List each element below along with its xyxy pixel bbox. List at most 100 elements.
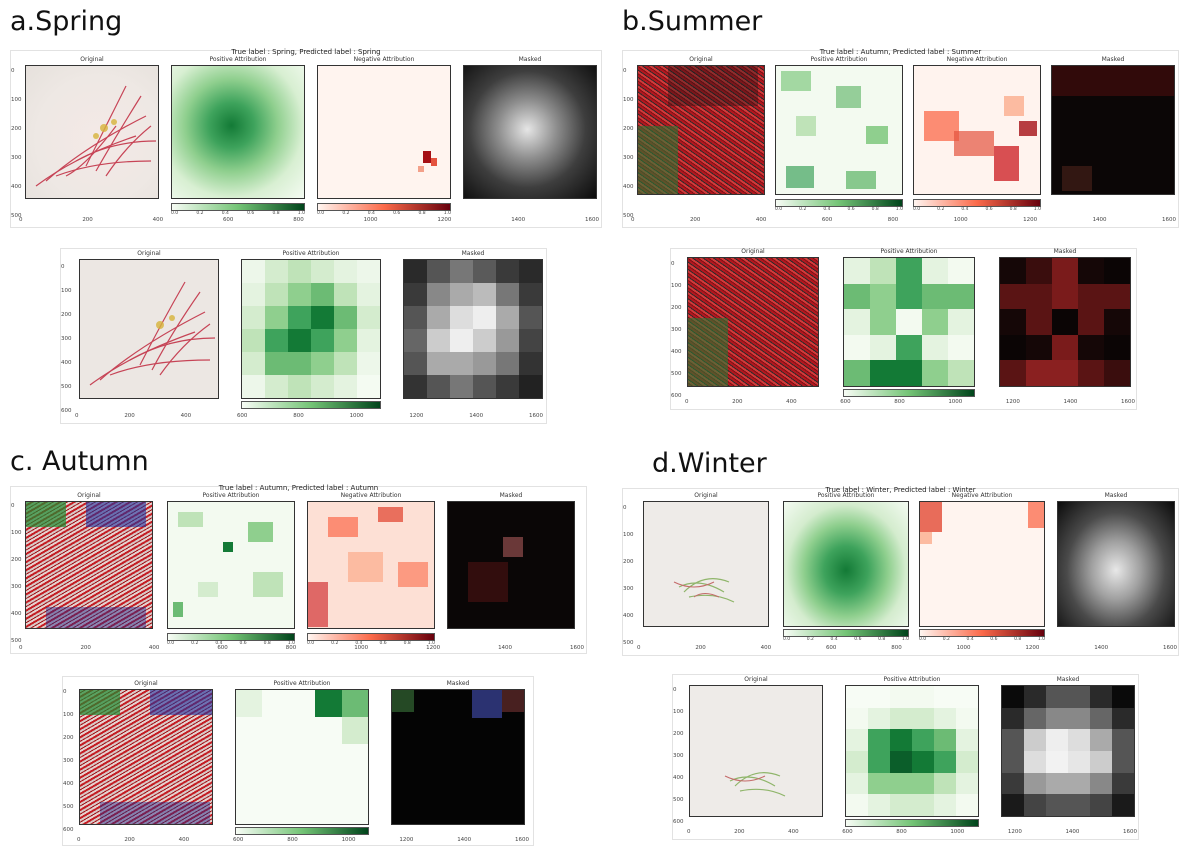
positive-attribution-panel: Positive Attribution [783,492,909,627]
spring-bottom-figure: 0 100 200 300 400 500 600 Original Positive At… [60,248,547,424]
positive-attribution-panel: Positive Attribution [241,250,381,399]
original-panel: Original [689,676,823,817]
original-panel: Original [79,680,213,825]
panel-label: Masked [518,56,542,63]
colorbar-ticks: 0.0 0.2 0.4 0.6 0.8 1.0 [167,641,295,646]
summer-bottom-figure: 0 100 200 300 400 500 600 Original Positive At… [670,248,1137,410]
negative-attribution-panel: Negative Attribution [913,56,1041,195]
winter-top-figure: True label : Winter, Predicted label : W… [622,486,1179,656]
original-panel: Original [687,248,819,387]
colorbar-ticks: 0.0 0.2 0.4 0.6 0.8 1.0 [913,207,1041,212]
x-axis-ticks: 0 200 400 600 800 1000 1200 1400 1600 [637,645,1177,651]
panel-label: Positive Attribution [202,492,260,499]
panel-label: Negative Attribution [353,56,415,63]
original-panel: Original [637,56,765,195]
x-axis-ticks: 0 200 400 600 800 1000 1200 1400 1600 [687,829,1137,835]
original-panel: Original [79,250,219,399]
original-panel: Original [25,492,153,629]
summer-top-figure: True label : Autumn, Predicted label : S… [622,48,1179,228]
y-axis-ticks: 0 100 200 300 400 500 [623,505,634,646]
panel-label: Masked [1053,248,1077,255]
positive-colorbar [775,199,903,207]
panel-label: Original [137,250,161,257]
panel-label: Positive Attribution [883,676,941,683]
masked-panel: Masked [403,250,543,399]
panel-label: Masked [446,680,470,687]
negative-colorbar [317,203,451,211]
panel-label: Masked [1101,56,1125,63]
masked-panel: Masked [391,680,525,825]
panel-label: Positive Attribution [810,56,868,63]
x-axis-ticks: 0 200 400 600 800 1000 1200 1400 1600 [19,645,584,651]
panel-label: Negative Attribution [951,492,1013,499]
masked-panel: Masked [447,492,575,629]
panel-title-spring: a.Spring [10,6,123,37]
y-axis-ticks: 0 100 200 300 400 500 600 [673,687,684,825]
x-axis-ticks: 0 200 400 600 800 1000 1200 1400 1600 [685,399,1135,405]
panel-label: Masked [1056,676,1080,683]
panel-title-summer: b.Summer [622,6,763,37]
colorbar-ticks: 0.0 0.2 0.4 0.6 0.8 1.0 [783,637,909,642]
figure-suptitle: True label : Autumn, Predicted label : A… [218,484,379,492]
winter-bottom-figure: 0 100 200 300 400 500 600 Original Positive At… [672,674,1139,840]
autumn-top-figure: True label : Autumn, Predicted label : A… [10,484,587,654]
positive-attribution-panel: Positive Attribution [843,248,975,387]
positive-colorbar [241,401,381,409]
panel-label: Positive Attribution [880,248,938,255]
y-axis-ticks: 0 100 200 300 400 500 600 [61,264,72,414]
panel-label: Positive Attribution [209,56,267,63]
positive-attribution-panel: Positive Attribution [171,56,305,199]
x-axis-ticks: 0 200 400 600 800 1000 1200 1400 1600 [75,413,543,419]
negative-colorbar [919,629,1045,637]
original-panel: Original [643,492,769,627]
panel-label: Original [694,492,718,499]
negative-colorbar [307,633,435,641]
panel-label: Positive Attribution [273,680,331,687]
x-axis-ticks: 0 200 400 600 800 1000 1200 1400 1600 [77,837,529,843]
positive-colorbar [235,827,369,835]
panel-label: Negative Attribution [340,492,402,499]
panel-label: Original [689,56,713,63]
x-axis-ticks: 0 200 400 600 800 1000 1200 1400 1600 [631,217,1176,223]
negative-attribution-panel: Negative Attribution [307,492,435,629]
sample-sketch [673,578,735,603]
sample-sketch [89,281,216,386]
panel-label: Original [80,56,104,63]
y-axis-ticks: 0 100 200 300 400 500 [623,68,634,219]
positive-colorbar [843,389,975,397]
positive-attribution-panel: Positive Attribution [235,680,369,825]
positive-colorbar [845,819,979,827]
positive-colorbar [167,633,295,641]
panel-title-winter: d.Winter [652,448,767,479]
colorbar-ticks: 0.0 0.2 0.4 0.6 0.8 1.0 [317,211,451,216]
sample-sketch [35,85,157,187]
masked-panel: Masked [1051,56,1175,195]
y-axis-ticks: 0 100 200 300 400 500 [11,503,22,644]
panel-label: Positive Attribution [282,250,340,257]
panel-label: Original [741,248,765,255]
y-axis-ticks: 0 100 200 300 400 500 [11,68,22,219]
masked-panel: Masked [1001,676,1135,817]
negative-attribution-panel: Negative Attribution [317,56,451,199]
panel-title-autumn: c. Autumn [10,446,149,477]
y-axis-ticks: 0 100 200 300 400 500 600 [671,261,682,399]
masked-panel: Masked [463,56,597,199]
panel-label: Original [134,680,158,687]
positive-attribution-panel: Positive Attribution [775,56,903,195]
panel-label: Original [744,676,768,683]
positive-colorbar [171,203,305,211]
figure-suptitle: True label : Autumn, Predicted label : S… [819,48,982,56]
negative-colorbar [913,199,1041,207]
negative-attribution-panel: Negative Attribution [919,492,1045,627]
colorbar-ticks: 0.0 0.2 0.4 0.6 0.8 1.0 [919,637,1045,642]
panel-label: Masked [461,250,485,257]
colorbar-ticks: 0.0 0.2 0.4 0.6 0.8 1.0 [307,641,435,646]
panel-label: Negative Attribution [946,56,1008,63]
spring-top-figure: True label : Spring, Predicted label : S… [10,48,602,228]
colorbar-ticks: 0.0 0.2 0.4 0.6 0.8 1.0 [171,211,305,216]
autumn-bottom-figure: 0 100 200 300 400 500 600 Original Positive At… [62,676,534,846]
figure-suptitle: True label : Winter, Predicted label : W… [825,486,976,494]
panel-label: Masked [1104,492,1128,499]
y-axis-ticks: 0 100 200 300 400 500 600 [63,689,74,833]
masked-panel: Masked [999,248,1131,387]
